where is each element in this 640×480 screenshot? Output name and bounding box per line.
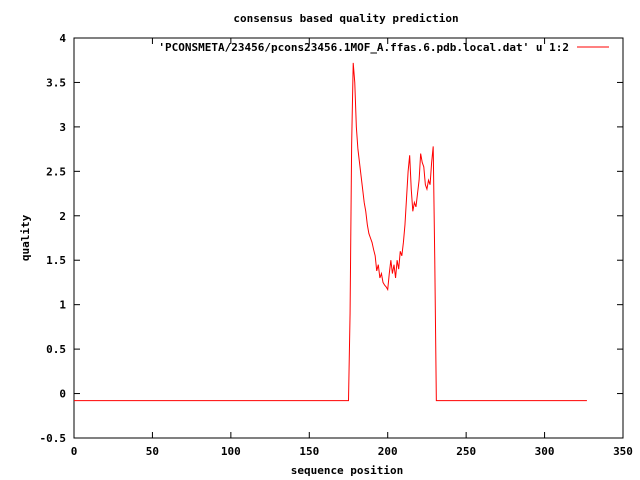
legend-label: 'PCONSMETA/23456/pcons23456.1MOF_A.ffas.… <box>158 41 569 54</box>
x-tick-label: 300 <box>535 445 555 458</box>
x-axis-label: sequence position <box>291 464 404 477</box>
x-tick-label: 350 <box>613 445 633 458</box>
y-tick-label: 1 <box>59 299 66 312</box>
x-tick-label: 150 <box>299 445 319 458</box>
x-tick-label: 250 <box>456 445 476 458</box>
y-tick-label: 0.5 <box>46 343 66 356</box>
y-tick-label: 2 <box>59 210 66 223</box>
x-tick-label: 50 <box>146 445 159 458</box>
y-tick-label: -0.5 <box>40 432 67 445</box>
y-tick-label: 1.5 <box>46 254 66 267</box>
y-axis-label: quality <box>19 214 32 261</box>
plot-frame <box>73 37 624 439</box>
y-tick-label: 0 <box>59 388 66 401</box>
x-tick-label: 200 <box>378 445 398 458</box>
y-tick-label: 2.5 <box>46 165 66 178</box>
y-tick-label: 3.5 <box>46 76 66 89</box>
y-tick-label: 4 <box>59 32 66 45</box>
y-axis-ticks: -0.5 0 0.5 1 1.5 2 2.5 3 3.5 4 <box>40 32 623 445</box>
y-tick-label: 3 <box>59 121 66 134</box>
x-tick-label: 0 <box>71 445 78 458</box>
chart-title: consensus based quality prediction <box>233 12 458 25</box>
x-axis-ticks: 0 50 100 150 200 250 300 350 <box>71 38 633 458</box>
x-tick-label: 100 <box>221 445 241 458</box>
series-line <box>74 62 587 402</box>
